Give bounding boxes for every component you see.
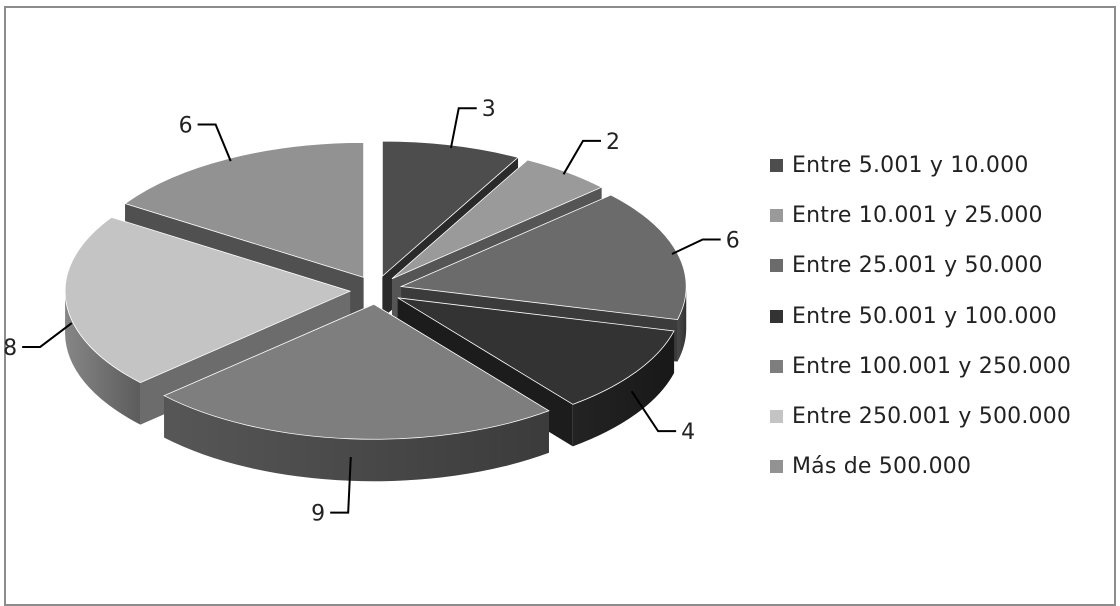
legend-swatch	[770, 460, 783, 474]
leader-line	[630, 390, 677, 433]
data-label: 6	[179, 114, 193, 139]
leader-line	[22, 322, 73, 348]
legend-item: Entre 25.001 y 50.000	[770, 241, 1071, 291]
legend-label: Entre 10.001 y 25.000	[792, 202, 1043, 228]
legend-label: Entre 100.001 y 250.000	[792, 353, 1072, 379]
legend-swatch	[770, 259, 783, 273]
legend-item: Entre 250.001 y 500.000	[770, 391, 1071, 441]
legend-swatch	[770, 309, 783, 323]
leader-line	[330, 457, 352, 514]
data-label: 4	[681, 420, 695, 445]
legend-item: Entre 10.001 y 25.000	[770, 190, 1071, 240]
data-label: 2	[606, 130, 620, 155]
leader-line	[449, 107, 477, 149]
data-label: 9	[311, 502, 325, 527]
legend-swatch	[770, 208, 783, 222]
legend-label: Entre 250.001 y 500.000	[792, 404, 1072, 430]
leader-line	[197, 123, 232, 162]
legend-item: Entre 100.001 y 250.000	[770, 341, 1071, 391]
legend-label: Más de 500.000	[792, 454, 972, 480]
legend-item: Entre 50.001 y 100.000	[770, 291, 1071, 341]
data-label: 6	[726, 228, 740, 253]
data-label: 3	[482, 97, 496, 122]
legend-label: Entre 25.001 y 50.000	[792, 253, 1043, 279]
legend-item: Más de 500.000	[770, 442, 1071, 492]
legend-label: Entre 5.001 y 10.000	[792, 152, 1029, 178]
legend-swatch	[770, 158, 783, 172]
legend: Entre 5.001 y 10.000 Entre 10.001 y 25.0…	[770, 140, 1071, 492]
leader-line	[671, 238, 721, 255]
legend-swatch	[770, 359, 783, 373]
pie-slice	[163, 303, 550, 482]
legend-item: Entre 5.001 y 10.000	[770, 140, 1071, 190]
legend-swatch	[770, 410, 783, 424]
legend-label: Entre 50.001 y 100.000	[792, 303, 1057, 329]
leader-line	[562, 139, 601, 175]
data-label: 8	[3, 336, 17, 361]
